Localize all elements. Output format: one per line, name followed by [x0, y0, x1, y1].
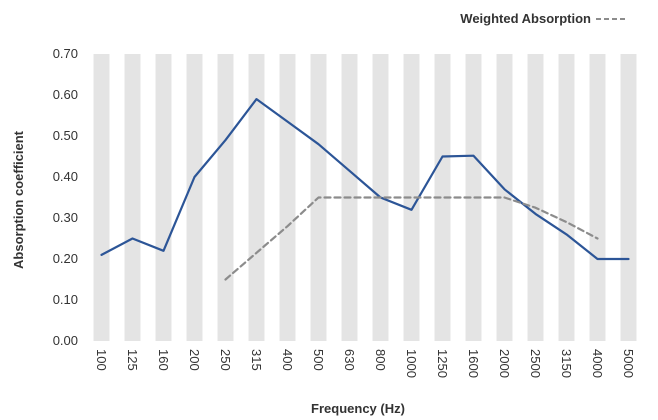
x-tick-label: 3150 — [559, 349, 574, 378]
grid-band — [589, 54, 606, 341]
x-tick-label: 2000 — [497, 349, 512, 378]
y-tick-label: 0.30 — [53, 210, 78, 225]
grid-band — [620, 54, 637, 341]
y-tick-label: 0.40 — [53, 169, 78, 184]
y-tick-label: 0.10 — [53, 292, 78, 307]
grid-band — [527, 54, 544, 341]
y-axis-ticks: 0.00 0.10 0.20 0.30 0.40 0.50 0.60 0.70 — [53, 46, 78, 348]
y-tick-label: 0.20 — [53, 251, 78, 266]
x-tick-label: 800 — [373, 349, 388, 371]
x-tick-label: 4000 — [590, 349, 605, 378]
x-axis-title: Frequency (Hz) — [311, 401, 405, 416]
x-tick-label: 1000 — [404, 349, 419, 378]
y-tick-label: 0.60 — [53, 87, 78, 102]
grid-band — [93, 54, 110, 341]
x-tick-label: 125 — [125, 349, 140, 371]
legend-label: Weighted Absorption — [460, 11, 591, 26]
grid-band — [558, 54, 575, 341]
x-axis-ticks: 100 125 160 200 250 315 400 500 630 800 1000 1250 16… — [94, 349, 636, 378]
weighted-absorption-line — [224, 196, 599, 281]
grid-band — [186, 54, 203, 341]
grid-band — [155, 54, 172, 341]
x-tick-label: 5000 — [621, 349, 636, 378]
x-tick-label: 630 — [342, 349, 357, 371]
x-tick-label: 200 — [187, 349, 202, 371]
x-tick-label: 100 — [94, 349, 109, 371]
x-tick-label: 1250 — [435, 349, 450, 378]
grid-band — [434, 54, 451, 341]
grid-band — [248, 54, 265, 341]
x-tick-label: 160 — [156, 349, 171, 371]
y-tick-label: 0.00 — [53, 333, 78, 348]
y-tick-label: 0.50 — [53, 128, 78, 143]
x-tick-label: 250 — [218, 349, 233, 371]
legend: Weighted Absorption — [460, 11, 628, 26]
y-axis-title: Absorption coefficient — [11, 130, 26, 269]
series-lines — [100, 97, 630, 281]
x-tick-label: 2500 — [528, 349, 543, 378]
absorption-coefficient-line — [100, 97, 630, 261]
x-tick-label: 315 — [249, 349, 264, 371]
y-tick-label: 0.70 — [53, 46, 78, 61]
x-tick-label: 500 — [311, 349, 326, 371]
x-tick-label: 1600 — [466, 349, 481, 378]
x-tick-label: 400 — [280, 349, 295, 371]
grid-band — [279, 54, 296, 341]
grid-band — [124, 54, 141, 341]
grid-band — [217, 54, 234, 341]
